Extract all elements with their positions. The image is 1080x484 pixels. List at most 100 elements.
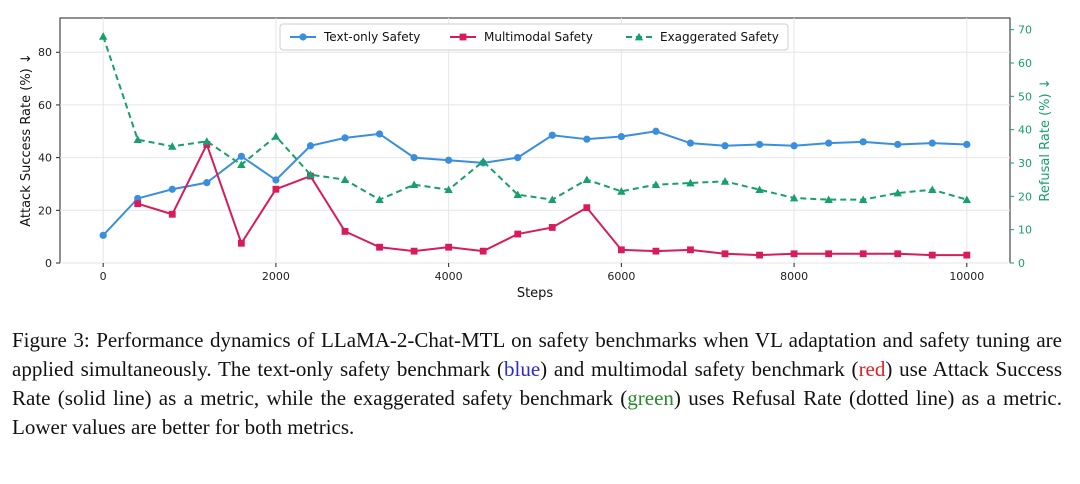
caption-part-3: ) use Attack Success Rate (solid line) a… <box>12 357 1062 410</box>
x-axis-label: Steps <box>517 286 554 301</box>
y-left-tick-label: 40 <box>38 152 52 165</box>
data-point-multimodal-safety <box>617 246 625 254</box>
caption-part-1: Figure 3: Performance dynamics of LLaMA-… <box>12 328 1062 381</box>
data-point-exaggerated-safety <box>478 157 488 165</box>
data-point-multimodal-safety <box>756 251 763 259</box>
x-tick-label: 10000 <box>949 270 984 283</box>
data-point-multimodal-safety <box>445 243 453 251</box>
legend-marker-exaggerated-safety <box>634 32 644 41</box>
data-point-text-only-safety <box>410 154 418 162</box>
data-point-multimodal-safety <box>376 243 383 251</box>
data-point-exaggerated-safety <box>858 195 868 204</box>
y-left-tick-label: 80 <box>38 46 52 59</box>
data-point-exaggerated-safety <box>444 185 453 194</box>
series-text-only-safety <box>99 127 971 239</box>
data-point-text-only-safety <box>445 156 453 164</box>
data-point-multimodal-safety <box>410 247 418 255</box>
data-point-multimodal-safety <box>928 251 936 259</box>
x-tick-label: 0 <box>100 270 107 283</box>
data-point-exaggerated-safety <box>133 135 142 144</box>
y-left-tick-label: 20 <box>38 204 52 217</box>
data-point-exaggerated-safety <box>824 195 833 204</box>
caption-part-2: ) and multimodal safety benchmark ( <box>540 357 859 381</box>
data-point-text-only-safety <box>721 142 729 150</box>
series-line-exaggerated-safety <box>102 36 968 201</box>
data-point-exaggerated-safety <box>513 190 522 199</box>
performance-chart: 0 2000 4000 6000 8000 10000 0 20 40 60 80 0 10 20 30 40… <box>19 17 1053 301</box>
data-point-text-only-safety <box>375 130 384 138</box>
data-point-multimodal-safety <box>963 251 971 259</box>
data-point-text-only-safety <box>272 176 280 184</box>
data-point-exaggerated-safety <box>720 177 730 185</box>
caption-part-4: ) uses Refusal Rate (dotted line) as a m… <box>12 386 1062 439</box>
y-right-tick-label: 70 <box>1018 24 1032 37</box>
data-point-multimodal-safety <box>514 230 522 238</box>
data-point-multimodal-safety <box>168 210 176 218</box>
legend-label-exaggerated-safety: Exaggerated Safety <box>660 30 779 44</box>
legend-label-text-only-safety: Text-only Safety <box>323 30 420 44</box>
series-exaggerated-safety <box>98 32 972 204</box>
data-point-text-only-safety <box>203 179 211 187</box>
legend-box <box>279 23 789 51</box>
grid-lines <box>60 18 1010 264</box>
data-point-multimodal-safety <box>687 246 694 254</box>
data-point-exaggerated-safety <box>168 142 177 150</box>
data-point-text-only-safety <box>652 127 660 135</box>
y-right-tick-label: 60 <box>1018 57 1032 70</box>
legend-marker-text-only-safety <box>299 33 307 41</box>
data-point-text-only-safety <box>341 134 349 142</box>
data-point-text-only-safety <box>99 231 107 239</box>
data-point-text-only-safety <box>963 140 971 149</box>
y-axis-right-label: Refusal Rate (%) ↓ <box>1038 78 1053 201</box>
data-point-exaggerated-safety <box>375 195 384 204</box>
data-point-text-only-safety <box>134 194 142 203</box>
axes-layer: 0 2000 4000 6000 8000 10000 0 20 40 60 80 0 10 20 30 40… <box>38 24 1032 283</box>
data-point-multimodal-safety <box>790 250 798 258</box>
data-point-exaggerated-safety <box>340 175 350 184</box>
x-tick-label: 2000 <box>262 270 290 283</box>
y-right-tick-label: 40 <box>1018 124 1032 137</box>
data-point-multimodal-safety <box>479 247 487 255</box>
data-point-exaggerated-safety <box>98 32 108 40</box>
data-point-multimodal-safety <box>548 224 556 231</box>
data-point-text-only-safety <box>928 139 936 147</box>
data-point-exaggerated-safety <box>306 170 315 179</box>
legend: Text-only Safety Multimodal Safety Exagger… <box>279 23 789 51</box>
data-point-text-only-safety <box>790 142 798 150</box>
data-point-text-only-safety <box>583 135 591 143</box>
data-point-text-only-safety <box>237 152 245 160</box>
data-point-exaggerated-safety <box>271 132 281 140</box>
data-point-multimodal-safety <box>721 250 729 258</box>
y-right-tick-label: 50 <box>1018 90 1032 103</box>
y-left-tick-label: 60 <box>38 99 52 112</box>
data-point-multimodal-safety <box>134 200 142 208</box>
y-right-tick-label: 0 <box>1018 257 1025 270</box>
legend-marker-multimodal-safety <box>459 33 467 41</box>
y-axis-left-label: Attack Success Rate (%) ↓ <box>19 53 34 227</box>
data-point-multimodal-safety <box>237 239 245 247</box>
caption-blue: blue <box>503 357 541 381</box>
data-point-text-only-safety <box>168 185 176 193</box>
legend-label-multimodal-safety: Multimodal Safety <box>484 30 593 44</box>
data-point-multimodal-safety <box>825 250 833 258</box>
data-point-multimodal-safety <box>894 250 902 258</box>
data-point-multimodal-safety <box>583 204 591 212</box>
y-right-tick-label: 10 <box>1018 224 1032 237</box>
data-point-text-only-safety <box>548 131 556 139</box>
x-tick-label: 4000 <box>435 270 463 283</box>
data-point-text-only-safety <box>859 138 867 146</box>
figure-caption: Figure 3: Performance dynamics of LLaMA-… <box>12 326 1062 442</box>
data-point-text-only-safety <box>617 132 625 141</box>
data-point-exaggerated-safety <box>237 160 246 169</box>
data-point-multimodal-safety <box>341 227 349 235</box>
data-point-multimodal-safety <box>272 185 280 193</box>
caption-green: green <box>627 386 674 410</box>
data-point-exaggerated-safety <box>789 193 799 202</box>
data-point-text-only-safety <box>825 139 833 147</box>
data-point-exaggerated-safety <box>928 185 937 194</box>
data-point-exaggerated-safety <box>409 180 419 189</box>
data-point-text-only-safety <box>306 142 315 150</box>
x-tick-label: 8000 <box>780 270 808 283</box>
data-point-text-only-safety <box>514 154 522 162</box>
data-point-exaggerated-safety <box>651 180 661 189</box>
